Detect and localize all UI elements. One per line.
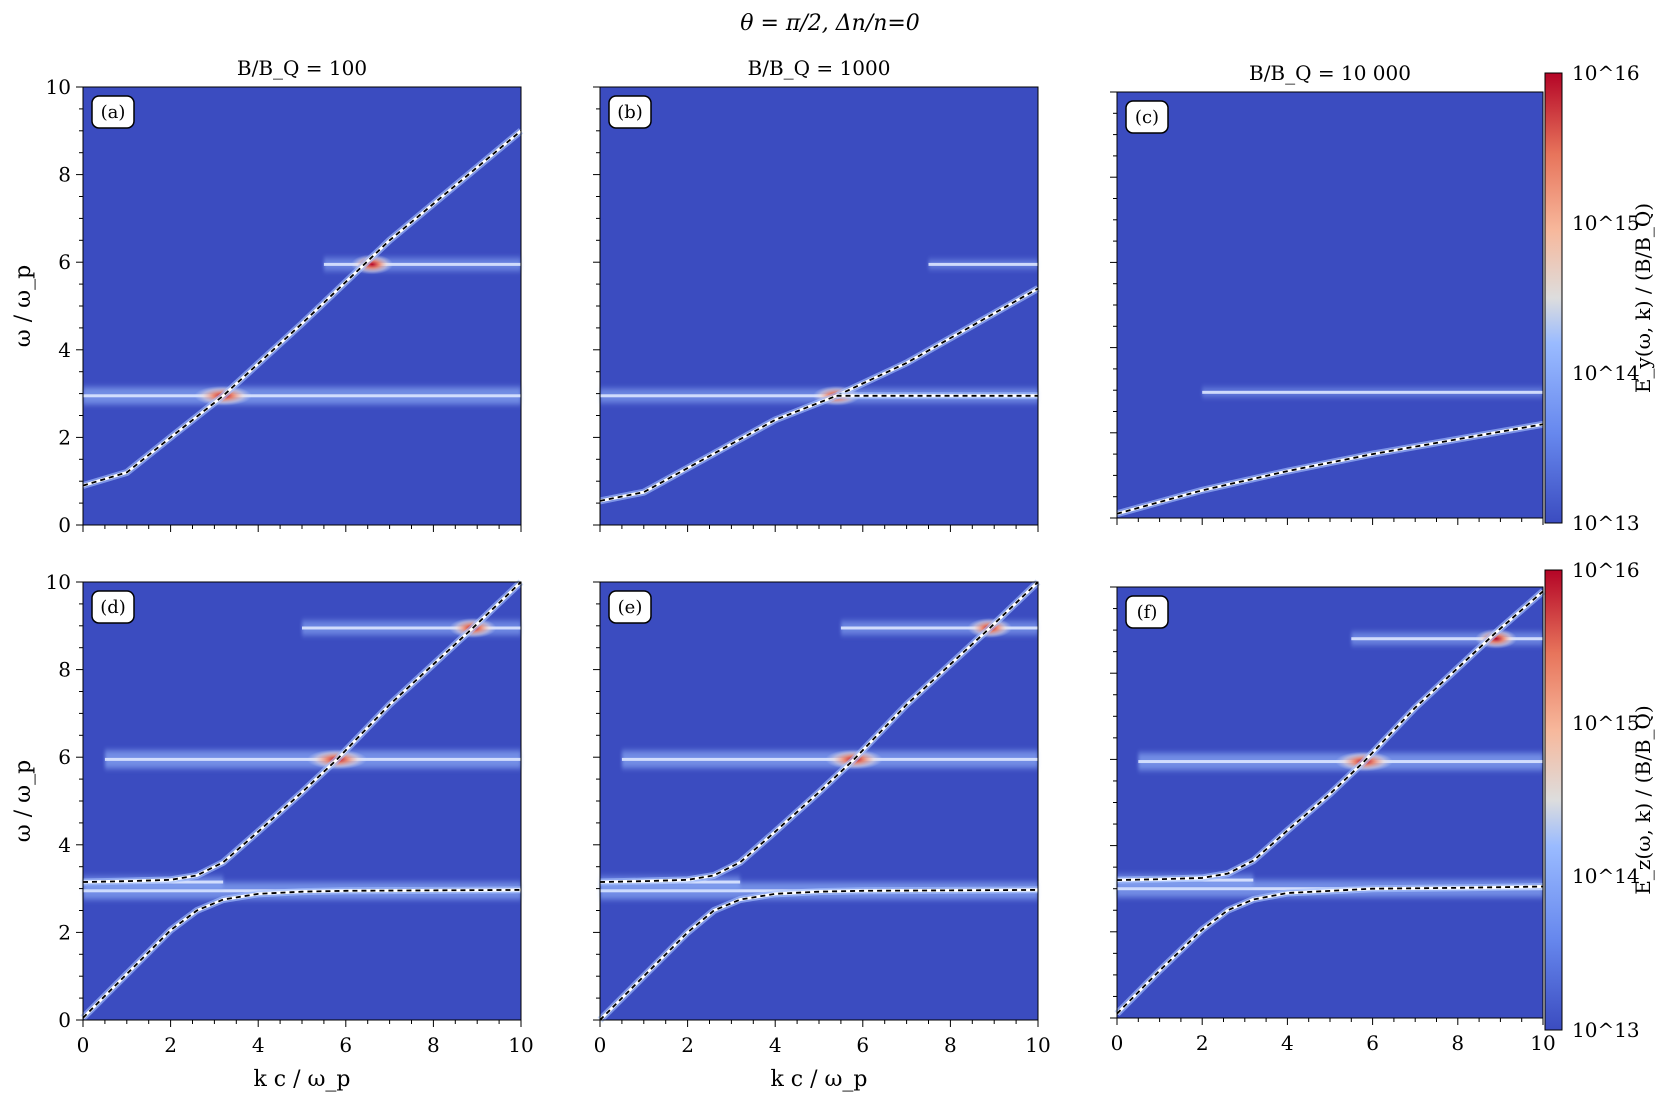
- y-tick-label: 2: [58, 920, 71, 944]
- panel-tag: (c): [1125, 100, 1169, 134]
- dispersion-curve-1: [1116, 590, 1544, 881]
- colorbar-top-bar: [1544, 72, 1563, 524]
- dispersion-curve-1: [599, 581, 1039, 883]
- dispersion-curve-1: [599, 287, 1039, 502]
- y-tick-label: 2: [58, 425, 71, 449]
- panel-tag-label: (f): [1137, 602, 1158, 623]
- panel-tag: (e): [608, 590, 652, 624]
- panel-tag-label: (c): [1135, 107, 1159, 128]
- figure-title: θ = π/2, Δn/n=0: [740, 11, 920, 36]
- emission-band-core: [323, 262, 521, 266]
- panel-tag: (f): [1125, 595, 1169, 629]
- dispersion-curve-1: [82, 130, 522, 487]
- colorbar-bottom: 10^16 10^15 10^14 10^13 E_z(ω, k) / (B/B…: [1544, 558, 1655, 1042]
- x-tick-label: 10: [1530, 1031, 1555, 1055]
- x-tick-label: 8: [944, 1033, 957, 1057]
- panel-tag-label: (b): [617, 102, 643, 123]
- panel-tag-box: [608, 590, 652, 624]
- x-tick-label: 2: [1196, 1031, 1209, 1055]
- panel-f: 0 2 4 6 8 10 (f): [1110, 586, 1556, 1055]
- emission-band-core: [83, 394, 521, 398]
- y-tick-label: 4: [58, 338, 71, 362]
- panels-group: 0 2 4 6 8 10 B/B_Q = 100 ω / ω_p (a) B/B_Q = 1000…: [11, 56, 1556, 1092]
- colorbar-bottom-bar: [1544, 569, 1563, 1031]
- y-tick-label: 4: [58, 833, 71, 857]
- panel-c: B/B_Q = 10 000 (c): [1110, 61, 1544, 525]
- x-tick-label: 6: [339, 1033, 352, 1057]
- panel-tag-box: [1125, 100, 1169, 134]
- colorbar-top-tick-3: 10^14: [1572, 361, 1640, 385]
- emission-band-core: [1202, 390, 1543, 394]
- x-tick-label: 10: [1025, 1033, 1050, 1057]
- y-tick-label: 0: [58, 513, 71, 537]
- y-axis-label: ω / ω_p: [11, 760, 36, 842]
- heatmap-background: [600, 87, 1038, 525]
- colorbar-bottom-label: E_z(ω, k) / (B/B_Q): [1631, 705, 1655, 894]
- panel-tag-label: (d): [100, 597, 126, 618]
- panel-d: 0 2 4 6 8 10 0 2 4 6 8 10 ω / ω_pk c / ω_p (d): [11, 570, 534, 1092]
- colorbar-bottom-tick-2: 10^15: [1572, 711, 1640, 735]
- panel-tag-box: [91, 590, 135, 624]
- colorbar-top-tick-2: 10^15: [1572, 211, 1640, 235]
- emission-band-core: [928, 262, 1038, 266]
- emission-band-core: [840, 626, 1038, 630]
- panel-tag-label: (a): [101, 102, 126, 123]
- colorbar-top-tick-1: 10^16: [1572, 61, 1640, 85]
- x-tick-label: 0: [594, 1033, 607, 1057]
- panel-tag-box: [608, 95, 652, 129]
- dispersion-curve-1: [1116, 423, 1544, 515]
- dispersion-curve-2: [1116, 885, 1544, 1015]
- x-tick-label: 0: [1111, 1031, 1124, 1055]
- colorbar-bottom-tick-3: 10^14: [1572, 864, 1640, 888]
- panel-title: B/B_Q = 10 000: [1249, 61, 1411, 85]
- x-tick-label: 4: [1281, 1031, 1294, 1055]
- y-tick-label: 10: [46, 570, 71, 594]
- panel-tag-box: [1125, 595, 1169, 629]
- panel-tag: (b): [608, 95, 652, 129]
- emission-band-core: [1351, 637, 1543, 641]
- panel-title: B/B_Q = 100: [237, 56, 367, 80]
- panel-tag-box: [91, 95, 135, 129]
- x-tick-label: 6: [856, 1033, 869, 1057]
- panel-e: 0 2 4 6 8 10 k c / ω_p (e): [593, 579, 1051, 1092]
- dispersion-curve-2: [599, 889, 1039, 1021]
- panel-tag: (a): [91, 95, 135, 129]
- x-tick-label: 8: [1451, 1031, 1464, 1055]
- y-tick-label: 8: [58, 658, 71, 682]
- y-tick-label: 0: [58, 1008, 71, 1032]
- colorbar-top-tick-4: 10^13: [1572, 511, 1640, 535]
- colorbar-bottom-tick-1: 10^16: [1572, 558, 1640, 582]
- x-tick-label: 2: [164, 1033, 177, 1057]
- x-tick-label: 10: [508, 1033, 533, 1057]
- dispersion-curve-2: [82, 889, 522, 1019]
- y-axis-label: ω / ω_p: [11, 265, 36, 347]
- emission-band-core: [302, 626, 521, 630]
- x-tick-label: 8: [427, 1033, 440, 1057]
- x-tick-label: 2: [681, 1033, 694, 1057]
- x-tick-label: 4: [769, 1033, 782, 1057]
- panel-a: 0 2 4 6 8 10 B/B_Q = 100 ω / ω_p (a): [11, 56, 524, 537]
- heatmap-background: [1117, 92, 1543, 518]
- dispersion-curve-1: [82, 581, 522, 883]
- y-tick-label: 10: [46, 75, 71, 99]
- panel-tag: (d): [91, 590, 135, 624]
- y-tick-label: 6: [58, 745, 71, 769]
- panel-b: B/B_Q = 1000 (b): [593, 56, 1040, 532]
- colorbar-top: 10^16 10^15 10^14 10^13 E_y(ω, k) / (B/B…: [1544, 61, 1655, 535]
- x-tick-label: 0: [77, 1033, 90, 1057]
- x-tick-label: 4: [252, 1033, 265, 1057]
- x-tick-label: 6: [1366, 1031, 1379, 1055]
- x-axis-label: k c / ω_p: [770, 1067, 867, 1092]
- y-tick-label: 8: [58, 163, 71, 187]
- colorbar-top-label: E_y(ω, k) / (B/B_Q): [1631, 203, 1655, 393]
- x-axis-label: k c / ω_p: [253, 1067, 350, 1092]
- panel-title: B/B_Q = 1000: [748, 56, 891, 80]
- panel-tag-label: (e): [618, 597, 643, 618]
- colorbar-bottom-tick-4: 10^13: [1572, 1018, 1640, 1042]
- y-tick-label: 6: [58, 250, 71, 274]
